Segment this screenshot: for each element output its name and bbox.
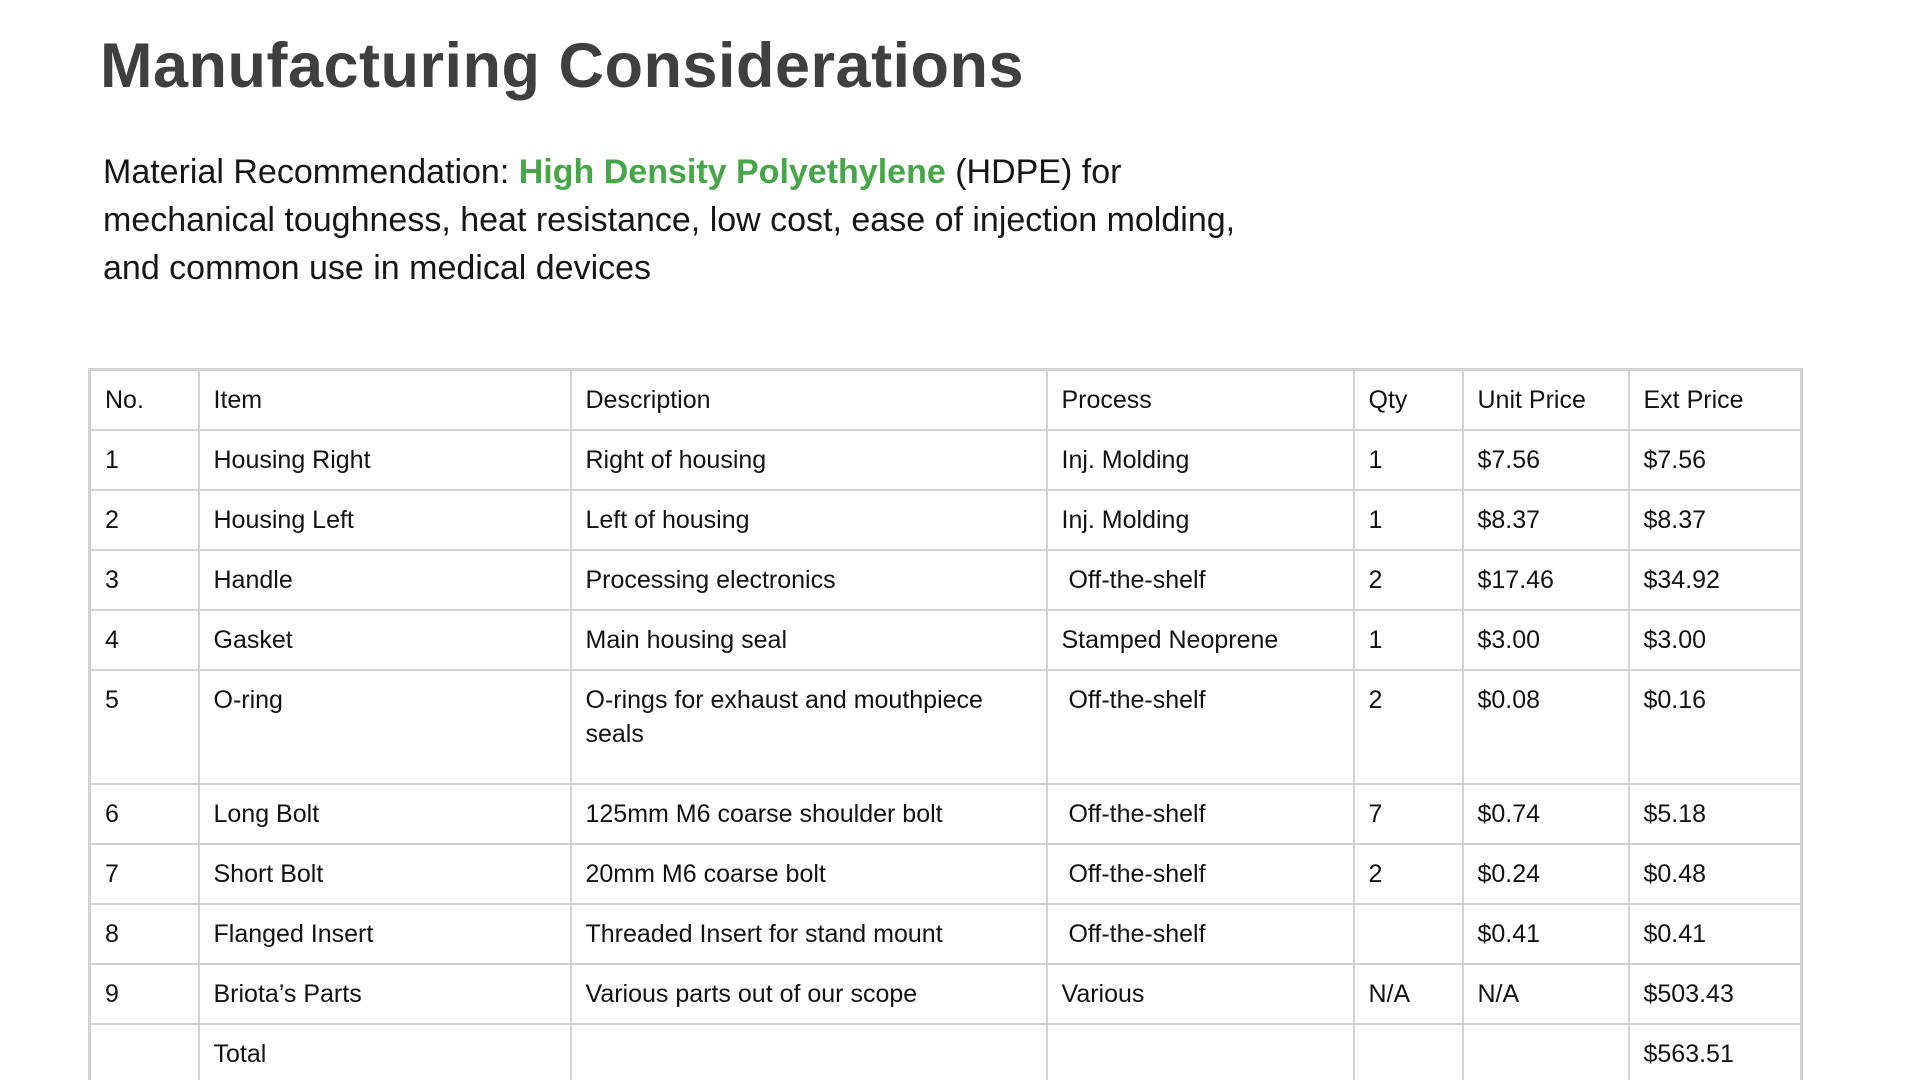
cell-ext-price: $34.92	[1627, 549, 1803, 611]
cell-process: Off-the-shelf	[1045, 549, 1355, 611]
cell-no: 7	[88, 843, 200, 905]
cell-unit-price: $7.56	[1461, 429, 1630, 491]
cell-ext-price: $5.18	[1627, 783, 1803, 845]
table-row: 1 Housing Right Right of housing Inj. Moldi…	[88, 429, 1803, 491]
cell-no: 3	[88, 549, 200, 611]
cell-no: 5	[88, 669, 200, 785]
header-cell-process: Process	[1045, 368, 1355, 431]
header-cell-qty: Qty	[1352, 368, 1464, 431]
table-row: 7 Short Bolt 20mm M6 coarse bolt Off-the-s…	[88, 843, 1803, 905]
cell-description: Main housing seal	[569, 609, 1048, 671]
cell-qty: 7	[1352, 783, 1464, 845]
cell-description: Various parts out of our scope	[569, 963, 1048, 1025]
cell-description: Processing electronics	[569, 549, 1048, 611]
cell-no: 2	[88, 489, 200, 551]
total-cell-item: Total	[197, 1023, 572, 1080]
total-cell-ext-price: $563.51	[1627, 1023, 1803, 1080]
material-after-highlight: (HDPE) for	[945, 153, 1122, 191]
material-highlight: High Density Polyethylene	[518, 153, 946, 191]
cell-ext-price: $8.37	[1627, 489, 1803, 551]
cell-item: Briota’s Parts	[197, 963, 572, 1025]
cell-unit-price: $0.08	[1461, 669, 1630, 785]
cell-item: Short Bolt	[197, 843, 572, 905]
cell-unit-price: $0.41	[1461, 903, 1630, 965]
bom-table-body: 1 Housing Right Right of housing Inj. Moldi…	[88, 429, 1803, 1080]
cell-qty: 2	[1352, 669, 1464, 785]
table-row: 9 Briota’s Parts Various parts out of our …	[88, 963, 1803, 1025]
table-row: 2 Housing Left Left of housing Inj. Molding…	[88, 489, 1803, 551]
cell-description: 20mm M6 coarse bolt	[569, 843, 1048, 905]
cell-unit-price: $0.24	[1461, 843, 1630, 905]
total-row: Total $563.51	[88, 1023, 1803, 1080]
cell-ext-price: $503.43	[1627, 963, 1803, 1025]
total-cell-no	[88, 1023, 200, 1080]
total-cell-qty	[1352, 1023, 1464, 1080]
material-lead: Material Recommendation:	[103, 153, 519, 191]
cell-description: O-rings for exhaust and mouthpiece seals	[569, 669, 1048, 785]
cell-unit-price: $8.37	[1461, 489, 1630, 551]
cell-process: Stamped Neoprene	[1045, 609, 1355, 671]
header-cell-unit-price: Unit Price	[1461, 368, 1630, 431]
cell-process: Inj. Molding	[1045, 489, 1355, 551]
cell-qty: 2	[1352, 843, 1464, 905]
cell-qty: 1	[1352, 489, 1464, 551]
table-row: 6 Long Bolt 125mm M6 coarse shoulder bolt …	[88, 783, 1803, 845]
cell-ext-price: $0.48	[1627, 843, 1803, 905]
total-cell-description	[569, 1023, 1048, 1080]
cell-no: 8	[88, 903, 200, 965]
header-cell-description: Description	[569, 368, 1048, 431]
cell-ext-price: $0.16	[1627, 669, 1803, 785]
cell-qty: 1	[1352, 429, 1464, 491]
cell-item: Housing Left	[197, 489, 572, 551]
material-line3: and common use in medical devices	[103, 249, 652, 287]
cell-process: Off-the-shelf	[1045, 669, 1355, 785]
cell-qty: 1	[1352, 609, 1464, 671]
cell-description: Left of housing	[569, 489, 1048, 551]
header-cell-no: No.	[88, 368, 200, 431]
cell-description: Right of housing	[569, 429, 1048, 491]
cell-unit-price: N/A	[1461, 963, 1630, 1025]
cell-no: 9	[88, 963, 200, 1025]
table-row: 3 Handle Processing electronics Off-the-sh…	[88, 549, 1803, 611]
total-cell-unit-price	[1461, 1023, 1630, 1080]
cell-item: Gasket	[197, 609, 572, 671]
table-row: 8 Flanged Insert Threaded Insert for stand…	[88, 903, 1803, 965]
cell-no: 1	[88, 429, 200, 491]
cell-no: 6	[88, 783, 200, 845]
cell-item: O-ring	[197, 669, 572, 785]
cell-qty	[1352, 903, 1464, 965]
material-paragraph: Material Recommendation: High Density Po…	[103, 148, 1235, 292]
cell-unit-price: $0.74	[1461, 783, 1630, 845]
cell-ext-price: $7.56	[1627, 429, 1803, 491]
cell-item: Housing Right	[197, 429, 572, 491]
total-cell-process	[1045, 1023, 1355, 1080]
cell-qty: 2	[1352, 549, 1464, 611]
cell-description: Threaded Insert for stand mount	[569, 903, 1048, 965]
cell-qty: N/A	[1352, 963, 1464, 1025]
cell-ext-price: $0.41	[1627, 903, 1803, 965]
header-cell-item: Item	[197, 368, 572, 431]
cell-item: Flanged Insert	[197, 903, 572, 965]
cell-item: Handle	[197, 549, 572, 611]
header-row: No. Item Description Process Qty Unit Price Ex…	[88, 368, 1803, 431]
table-row: 5 O-ring O-rings for exhaust and mouthpiec…	[88, 669, 1803, 785]
material-line2: mechanical toughness, heat resistance, l…	[103, 201, 1236, 239]
page-title: Manufacturing Considerations	[100, 31, 1025, 101]
cell-no: 4	[88, 609, 200, 671]
cell-unit-price: $17.46	[1461, 549, 1630, 611]
cell-description: 125mm M6 coarse shoulder bolt	[569, 783, 1048, 845]
cell-process: Various	[1045, 963, 1355, 1025]
cell-process: Off-the-shelf	[1045, 903, 1355, 965]
cell-process: Inj. Molding	[1045, 429, 1355, 491]
header-cell-ext-price: Ext Price	[1627, 368, 1803, 431]
cell-ext-price: $3.00	[1627, 609, 1803, 671]
cell-item: Long Bolt	[197, 783, 572, 845]
cell-unit-price: $3.00	[1461, 609, 1630, 671]
bom-table: No. Item Description Process Qty Unit Price Ex…	[88, 368, 1803, 1080]
cell-process: Off-the-shelf	[1045, 843, 1355, 905]
table-row: 4 Gasket Main housing seal Stamped Neoprene…	[88, 609, 1803, 671]
cell-process: Off-the-shelf	[1045, 783, 1355, 845]
